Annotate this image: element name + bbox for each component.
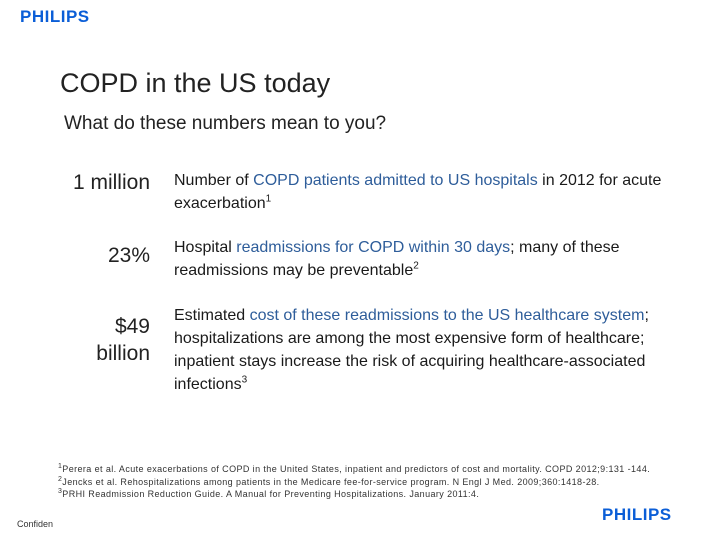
footnote-number: 1	[58, 463, 63, 470]
stat-desc-text: ; many of these readmissions may be prev…	[174, 239, 620, 279]
stat-desc-highlight: cost of these readmissions to the US hea…	[249, 307, 645, 324]
footnote-item: 2Jencks et al. Rehospitalizations among …	[58, 476, 698, 489]
philips-logo-top: PHILIPS	[20, 7, 90, 26]
slide-subtitle: What do these numbers mean to you?	[64, 113, 387, 134]
footnotes: 1Perera et al. Acute exacerbations of CO…	[58, 463, 698, 501]
stat-desc-text: ; hospitalizations are among the most ex…	[174, 307, 649, 393]
philips-logo-bottom: PHILIPS	[602, 505, 672, 524]
footnote-ref: 1	[265, 193, 272, 205]
stat-desc-text: Hospital	[174, 239, 237, 256]
footnote-number: 3	[58, 488, 63, 495]
footnote-item: 1Perera et al. Acute exacerbations of CO…	[58, 463, 698, 476]
slide-title: COPD in the US today	[60, 68, 331, 98]
stat-desc-text: Number of	[174, 172, 254, 189]
footnote-text: PRHI Readmission Reduction Guide. A Manu…	[62, 489, 480, 499]
stat-description-cost: Estimated cost of these readmissions to …	[174, 304, 654, 396]
stat-desc-highlight: COPD patients admitted to US hospitals	[253, 172, 538, 189]
stat-value-cost: $49 billion	[96, 313, 150, 367]
stat-desc-text: Estimated	[174, 307, 250, 324]
stat-desc-highlight: readmissions for COPD within 30 days	[236, 239, 511, 256]
footnote-text: Perera et al. Acute exacerbations of COP…	[62, 464, 651, 474]
footnote-ref: 2	[413, 260, 419, 272]
footnote-number: 2	[58, 475, 63, 483]
stat-desc-text: in 2012 for acute exacerbation	[174, 172, 662, 212]
stat-description-readmissions: Hospital readmissions for COPD within 30…	[174, 236, 664, 282]
stat-description-patients: Number of COPD patients admitted to US h…	[174, 169, 664, 215]
footnote-ref: 3	[241, 374, 248, 386]
stat-value-readmissions: 23%	[107, 244, 150, 267]
confidential-label: Confiden	[17, 519, 54, 529]
footnote-item: 3PRHI Readmission Reduction Guide. A Man…	[58, 488, 698, 501]
stat-value-patients: 1 million	[72, 171, 150, 194]
stat-value-cost-line2: billion	[96, 342, 150, 365]
footnote-text: Jencks et al. Rehospitalizations among p…	[62, 476, 600, 487]
stat-value-cost-line1: $49	[114, 315, 150, 338]
